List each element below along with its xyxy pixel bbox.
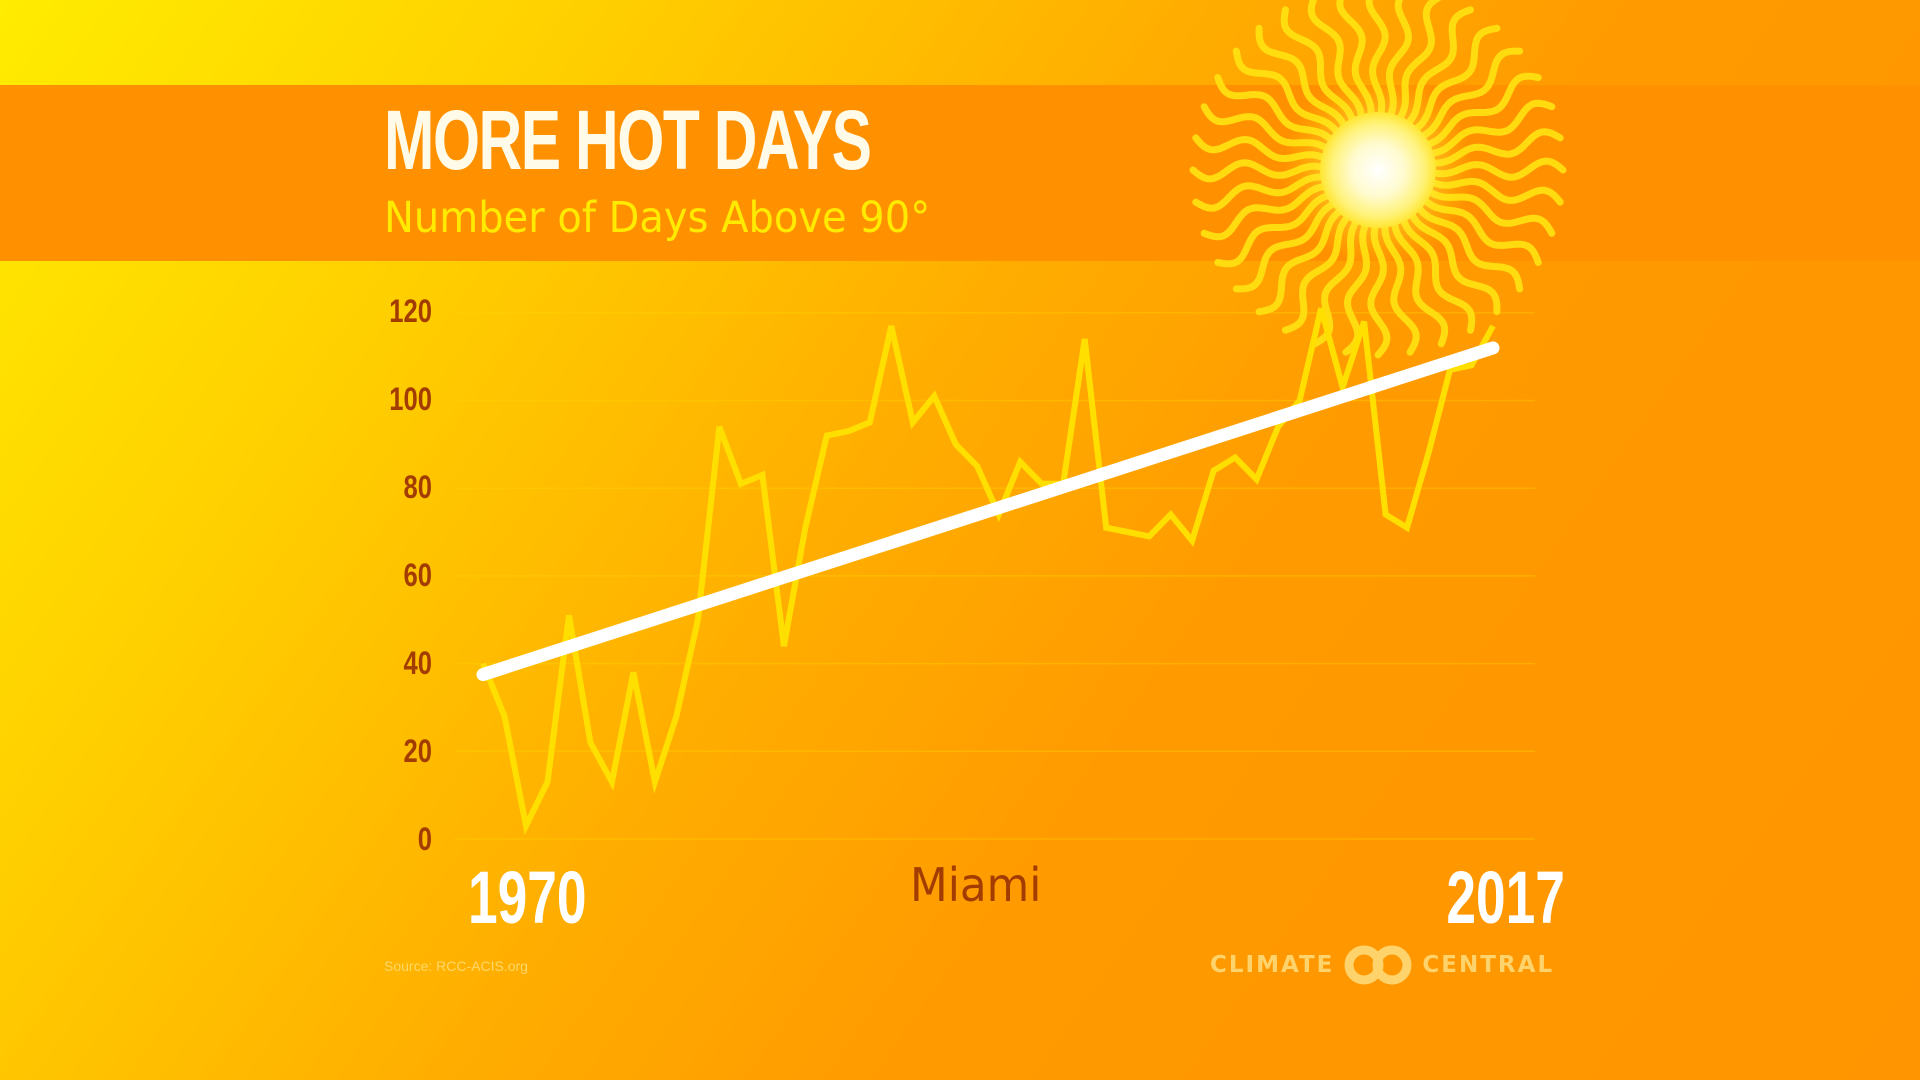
title-banner [0,85,1920,261]
y-tick: 60 [403,557,432,593]
x-end-label: 2017 [1446,856,1565,939]
logo-text-left: CLIMATE [1210,952,1335,978]
logo-text-right: CENTRAL [1422,952,1555,978]
y-tick: 20 [403,733,432,769]
y-tick: 100 [389,381,432,417]
y-tick: 120 [389,293,432,329]
location-label: Miami [910,858,1042,912]
climate-central-logo: CLIMATE CENTRAL [1210,945,1554,985]
y-tick: 40 [403,645,432,681]
linked-rings-icon [1344,945,1412,985]
y-tick: 0 [417,821,432,857]
chart-subtitle: Number of Days Above 90° [384,193,931,243]
x-start-label: 1970 [468,856,587,939]
chart-title: MORE HOT DAYS [384,93,872,187]
sun-icon [1189,0,1567,359]
trend-line [476,341,1500,682]
y-tick: 80 [403,469,432,505]
source-credit: Source: RCC-ACIS.org [384,958,528,974]
gridlines [455,312,1535,840]
data-line [480,307,1496,836]
